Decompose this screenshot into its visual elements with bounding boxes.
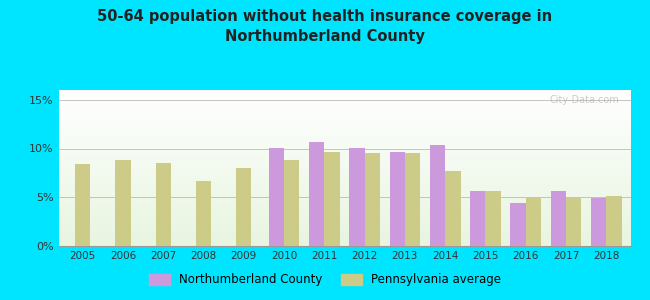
Bar [591, 198, 606, 246]
Text: City-Data.com: City-Data.com [549, 95, 619, 105]
Bar [486, 191, 500, 246]
Bar [430, 145, 445, 246]
Bar [268, 148, 284, 246]
Bar [470, 191, 486, 246]
Bar [309, 142, 324, 246]
Bar [510, 203, 526, 246]
Bar [389, 152, 405, 246]
Bar [115, 160, 131, 246]
Bar [349, 148, 365, 246]
Bar [284, 160, 300, 246]
Bar [196, 181, 211, 246]
Bar [405, 153, 421, 246]
Bar [445, 171, 460, 246]
Bar [155, 163, 171, 246]
Bar [566, 197, 581, 246]
Bar [606, 196, 621, 246]
Bar [526, 197, 541, 246]
Bar [365, 153, 380, 246]
Legend: Northumberland County, Pennsylvania average: Northumberland County, Pennsylvania aver… [144, 269, 506, 291]
Bar [75, 164, 90, 246]
Bar [236, 168, 252, 246]
Text: 50-64 population without health insurance coverage in
Northumberland County: 50-64 population without health insuranc… [98, 9, 552, 44]
Bar [551, 191, 566, 246]
Bar [324, 152, 340, 246]
